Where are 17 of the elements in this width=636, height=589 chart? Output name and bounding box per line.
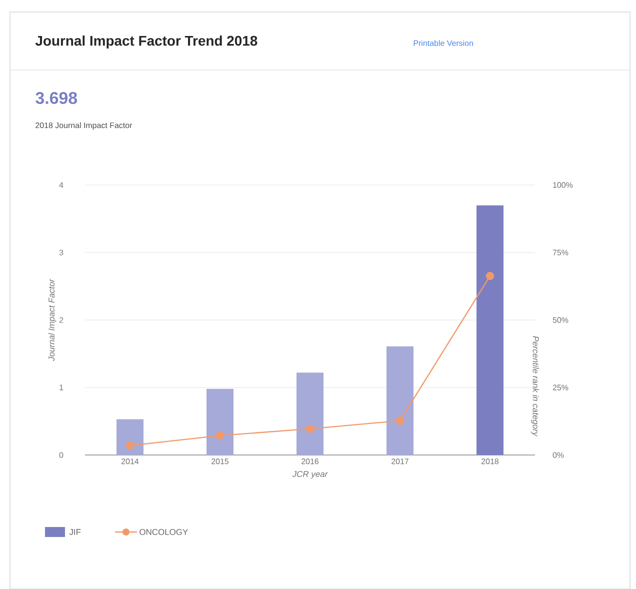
- chart-title: Journal Impact Factor Trend 2018: [35, 36, 258, 48]
- text: 3.698: [36, 92, 78, 104]
- bar: [206, 388, 234, 456]
- y2-axis-title: Percentile rank in category: [531, 336, 539, 437]
- bar: [116, 419, 144, 456]
- point: [126, 441, 134, 450]
- x-axis-title: JCR year: [292, 471, 328, 479]
- y-axis-title: Journal Impact Factor: [48, 278, 56, 361]
- legend-label: ONCOLOGY: [140, 529, 188, 535]
- point: [486, 272, 494, 280]
- legend-label: JIF: [69, 529, 81, 535]
- point: [306, 424, 314, 433]
- point: [396, 416, 404, 425]
- bar: [296, 372, 324, 456]
- bar: [386, 346, 414, 456]
- point: [216, 431, 224, 440]
- bar: [476, 205, 504, 456]
